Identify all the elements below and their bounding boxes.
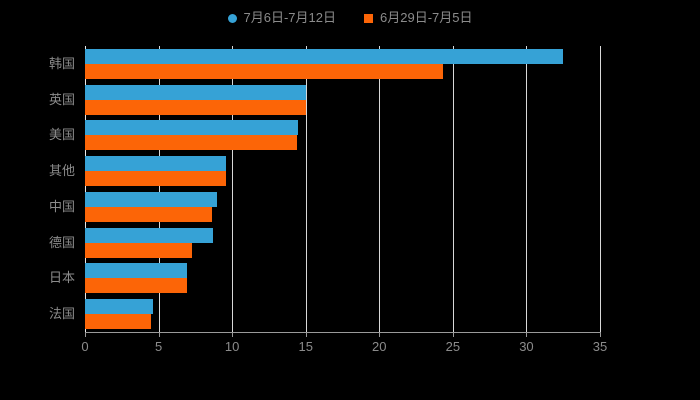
x-tick-label: 30 xyxy=(519,339,534,354)
plot-area xyxy=(85,46,601,332)
y-axis-label: 美国 xyxy=(48,127,75,143)
bar[interactable] xyxy=(85,171,227,187)
x-axis-ticks: 0 5 10 15 20 25 30 35 xyxy=(81,333,607,355)
x-tick-mark xyxy=(600,333,601,337)
gridline xyxy=(526,46,528,332)
bar-series-container xyxy=(85,46,600,332)
bar-group xyxy=(85,84,600,115)
legend-square-icon xyxy=(364,13,373,23)
bar-group xyxy=(85,48,600,79)
legend-entry[interactable]: 6月29日-7月5日 xyxy=(364,11,472,25)
bar[interactable] xyxy=(85,63,443,79)
x-tick-mark xyxy=(305,333,307,337)
x-tick-label: 20 xyxy=(372,339,387,354)
x-tick-label: 35 xyxy=(592,339,608,354)
bar-group xyxy=(85,299,600,330)
bar[interactable] xyxy=(85,156,227,172)
x-tick-mark xyxy=(232,333,234,337)
bar[interactable] xyxy=(85,206,212,222)
x-tick-mark xyxy=(452,333,454,337)
bar-group xyxy=(85,227,600,258)
bar[interactable] xyxy=(85,48,564,64)
bar[interactable] xyxy=(85,263,187,279)
x-tick-label: 0 xyxy=(81,339,89,354)
x-axis-line xyxy=(85,332,601,333)
y-axis-label: 德国 xyxy=(48,234,75,250)
x-tick-mark xyxy=(158,333,160,337)
bar-group xyxy=(85,263,600,294)
gridline xyxy=(232,46,234,332)
y-axis-label: 韩国 xyxy=(48,55,75,71)
legend-circle-icon xyxy=(227,13,237,23)
bar[interactable] xyxy=(85,314,152,330)
bar-group xyxy=(85,120,600,151)
bar[interactable] xyxy=(85,299,153,315)
bar[interactable] xyxy=(85,99,306,115)
bar[interactable] xyxy=(85,242,193,258)
gridline xyxy=(158,46,160,332)
gridline xyxy=(305,46,307,332)
gridline xyxy=(85,46,86,332)
bar[interactable] xyxy=(85,227,213,243)
x-tick-mark xyxy=(379,333,381,337)
gridline xyxy=(379,46,381,332)
y-axis-label: 中国 xyxy=(48,198,75,214)
bar-group xyxy=(85,191,600,222)
bar[interactable] xyxy=(85,84,306,100)
y-axis-label: 法国 xyxy=(48,306,75,322)
chart-legend: 7月6日-7月12日 6月29日-7月5日 xyxy=(0,6,700,30)
bar-group xyxy=(85,156,600,187)
y-axis-label: 英国 xyxy=(48,91,75,107)
x-tick-label: 10 xyxy=(224,339,240,354)
bar[interactable] xyxy=(85,278,187,294)
legend-entry[interactable]: 7月6日-7月12日 xyxy=(227,10,336,25)
legend-label: 6月29日-7月5日 xyxy=(380,10,473,25)
gridline xyxy=(452,46,454,332)
gridline xyxy=(600,46,601,332)
bar[interactable] xyxy=(85,120,299,136)
x-tick-label: 5 xyxy=(154,339,163,354)
x-tick-mark xyxy=(85,333,86,337)
legend-label: 7月6日-7月12日 xyxy=(243,10,336,25)
bar[interactable] xyxy=(85,191,218,207)
y-axis-label: 其他 xyxy=(48,163,75,179)
y-axis-label: 日本 xyxy=(48,270,75,286)
x-tick-mark xyxy=(526,333,528,337)
x-tick-label: 15 xyxy=(298,339,313,354)
bar[interactable] xyxy=(85,135,297,151)
y-axis-category-labels: 韩国英国美国其他中国德国日本法国 xyxy=(0,46,75,332)
x-tick-label: 25 xyxy=(445,339,461,354)
